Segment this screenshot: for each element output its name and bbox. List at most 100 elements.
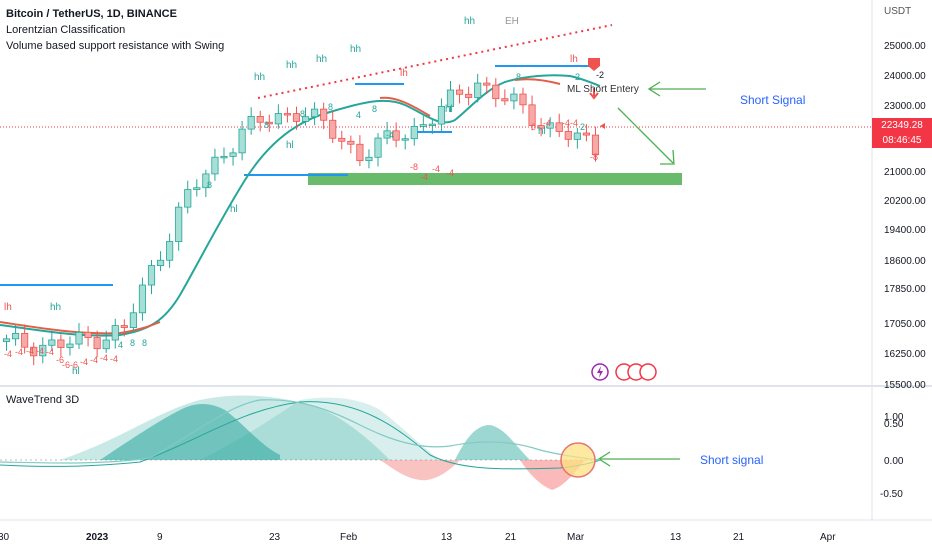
candle[interactable] [292,113,301,122]
candlestick-series[interactable] [2,73,600,366]
resistance-trendline[interactable] [257,24,613,99]
candle[interactable] [156,259,165,266]
candle[interactable] [175,206,183,242]
candle[interactable] [274,113,282,125]
candle[interactable] [311,108,319,118]
time-tick: 30 [0,532,10,543]
candle[interactable] [356,143,364,162]
candle[interactable] [410,126,418,140]
candle[interactable] [455,89,464,95]
candle[interactable] [138,284,147,314]
candle[interactable] [392,130,400,141]
candle[interactable] [555,122,563,132]
candle[interactable] [48,339,56,346]
last-price-value: 22349.28 [881,120,923,131]
candle[interactable] [147,265,156,286]
price-tick: 16250.00 [884,349,926,360]
candle[interactable] [492,84,500,100]
oscillator-axis[interactable]: 1.00 [884,412,904,423]
candle[interactable] [564,131,572,140]
candle[interactable] [66,343,74,348]
candle[interactable] [446,89,455,107]
candle[interactable] [428,123,436,127]
time-axis[interactable]: 30 2023 9 23 Feb 13 21 Mar 13 21 Apr [0,532,836,543]
candle[interactable] [365,156,373,162]
candle[interactable] [510,93,518,102]
candle[interactable] [12,332,20,340]
candle[interactable] [265,121,273,125]
candle[interactable] [419,124,427,127]
candle[interactable] [93,337,101,350]
candle[interactable] [238,128,246,154]
candle[interactable] [591,134,600,156]
candle[interactable] [573,132,581,140]
swing-label: hh [350,44,361,55]
candle[interactable] [57,339,65,348]
candle[interactable] [229,152,237,157]
indicator-legend-2[interactable]: Volume based support resistance with Swi… [6,40,225,52]
candle[interactable] [21,332,29,348]
short-signal-highlight[interactable] [560,442,596,478]
score-label: -4 [80,357,88,367]
short-entry-marker[interactable] [588,58,600,71]
candle[interactable] [582,132,590,136]
price-tick: 24000.00 [884,71,926,82]
candle[interactable] [75,331,83,345]
candle[interactable] [84,331,92,338]
price-tick: 23000.00 [884,101,926,112]
candle[interactable] [519,93,527,106]
candle[interactable] [193,187,201,190]
us-flag-event-icon[interactable] [639,363,657,381]
kernel-regression-bull[interactable] [0,74,601,337]
time-tick: 13 [441,532,453,543]
candle[interactable] [102,339,110,350]
candle[interactable] [220,155,228,159]
kernel-regression-bear[interactable] [0,321,161,335]
score-label: -4 [110,354,118,364]
symbol-title[interactable]: Bitcoin / TetherUS, 1D, BINANCE [6,8,177,20]
wavetrend-oscillator[interactable] [0,395,601,490]
candle[interactable] [437,106,446,125]
candle[interactable] [383,130,391,139]
candle[interactable] [256,115,264,123]
candle[interactable] [347,140,355,145]
candle[interactable] [129,312,137,328]
candle[interactable] [465,93,473,98]
candle[interactable] [111,325,119,341]
candle[interactable] [2,338,11,342]
candle[interactable] [283,113,291,116]
kernel-regression-bear[interactable] [379,96,431,117]
support-zone[interactable] [308,173,682,185]
ml-score-labels: -4 -4 -4 -4 -4 -6 -6 -6 -4 -4 -4 -4 4 8 … [4,70,604,370]
candle[interactable] [483,82,491,86]
candle[interactable] [30,346,38,357]
candle[interactable] [247,115,255,130]
candle[interactable] [166,241,174,261]
candle[interactable] [474,82,482,98]
score-label: -4 [15,347,23,357]
candle[interactable] [329,119,337,139]
candle[interactable] [537,125,545,129]
candle[interactable] [211,156,219,175]
oscillator-title[interactable]: WaveTrend 3D [6,394,80,406]
candle[interactable] [320,108,328,121]
candle[interactable] [202,173,210,189]
candle[interactable] [338,137,346,142]
candle[interactable] [546,122,554,129]
price-axis[interactable]: 25000.00 24000.00 23000.00 21000.00 2020… [884,41,926,391]
candle[interactable] [301,116,310,122]
candle[interactable] [528,104,536,126]
candle[interactable] [374,137,382,158]
swing-label: hh [464,16,475,27]
candle[interactable] [39,344,47,357]
indicator-legend-1[interactable]: Lorentzian Classification [6,24,126,36]
candle[interactable] [184,189,192,208]
kernel-regression-bear[interactable] [514,78,561,85]
candle[interactable] [401,138,409,141]
candle[interactable] [120,325,128,328]
lightning-icon [597,366,603,378]
wt-ticks: 0.50 0.00 -0.50 [880,419,904,500]
score-label: -4 [570,118,578,128]
candle[interactable] [501,98,509,102]
